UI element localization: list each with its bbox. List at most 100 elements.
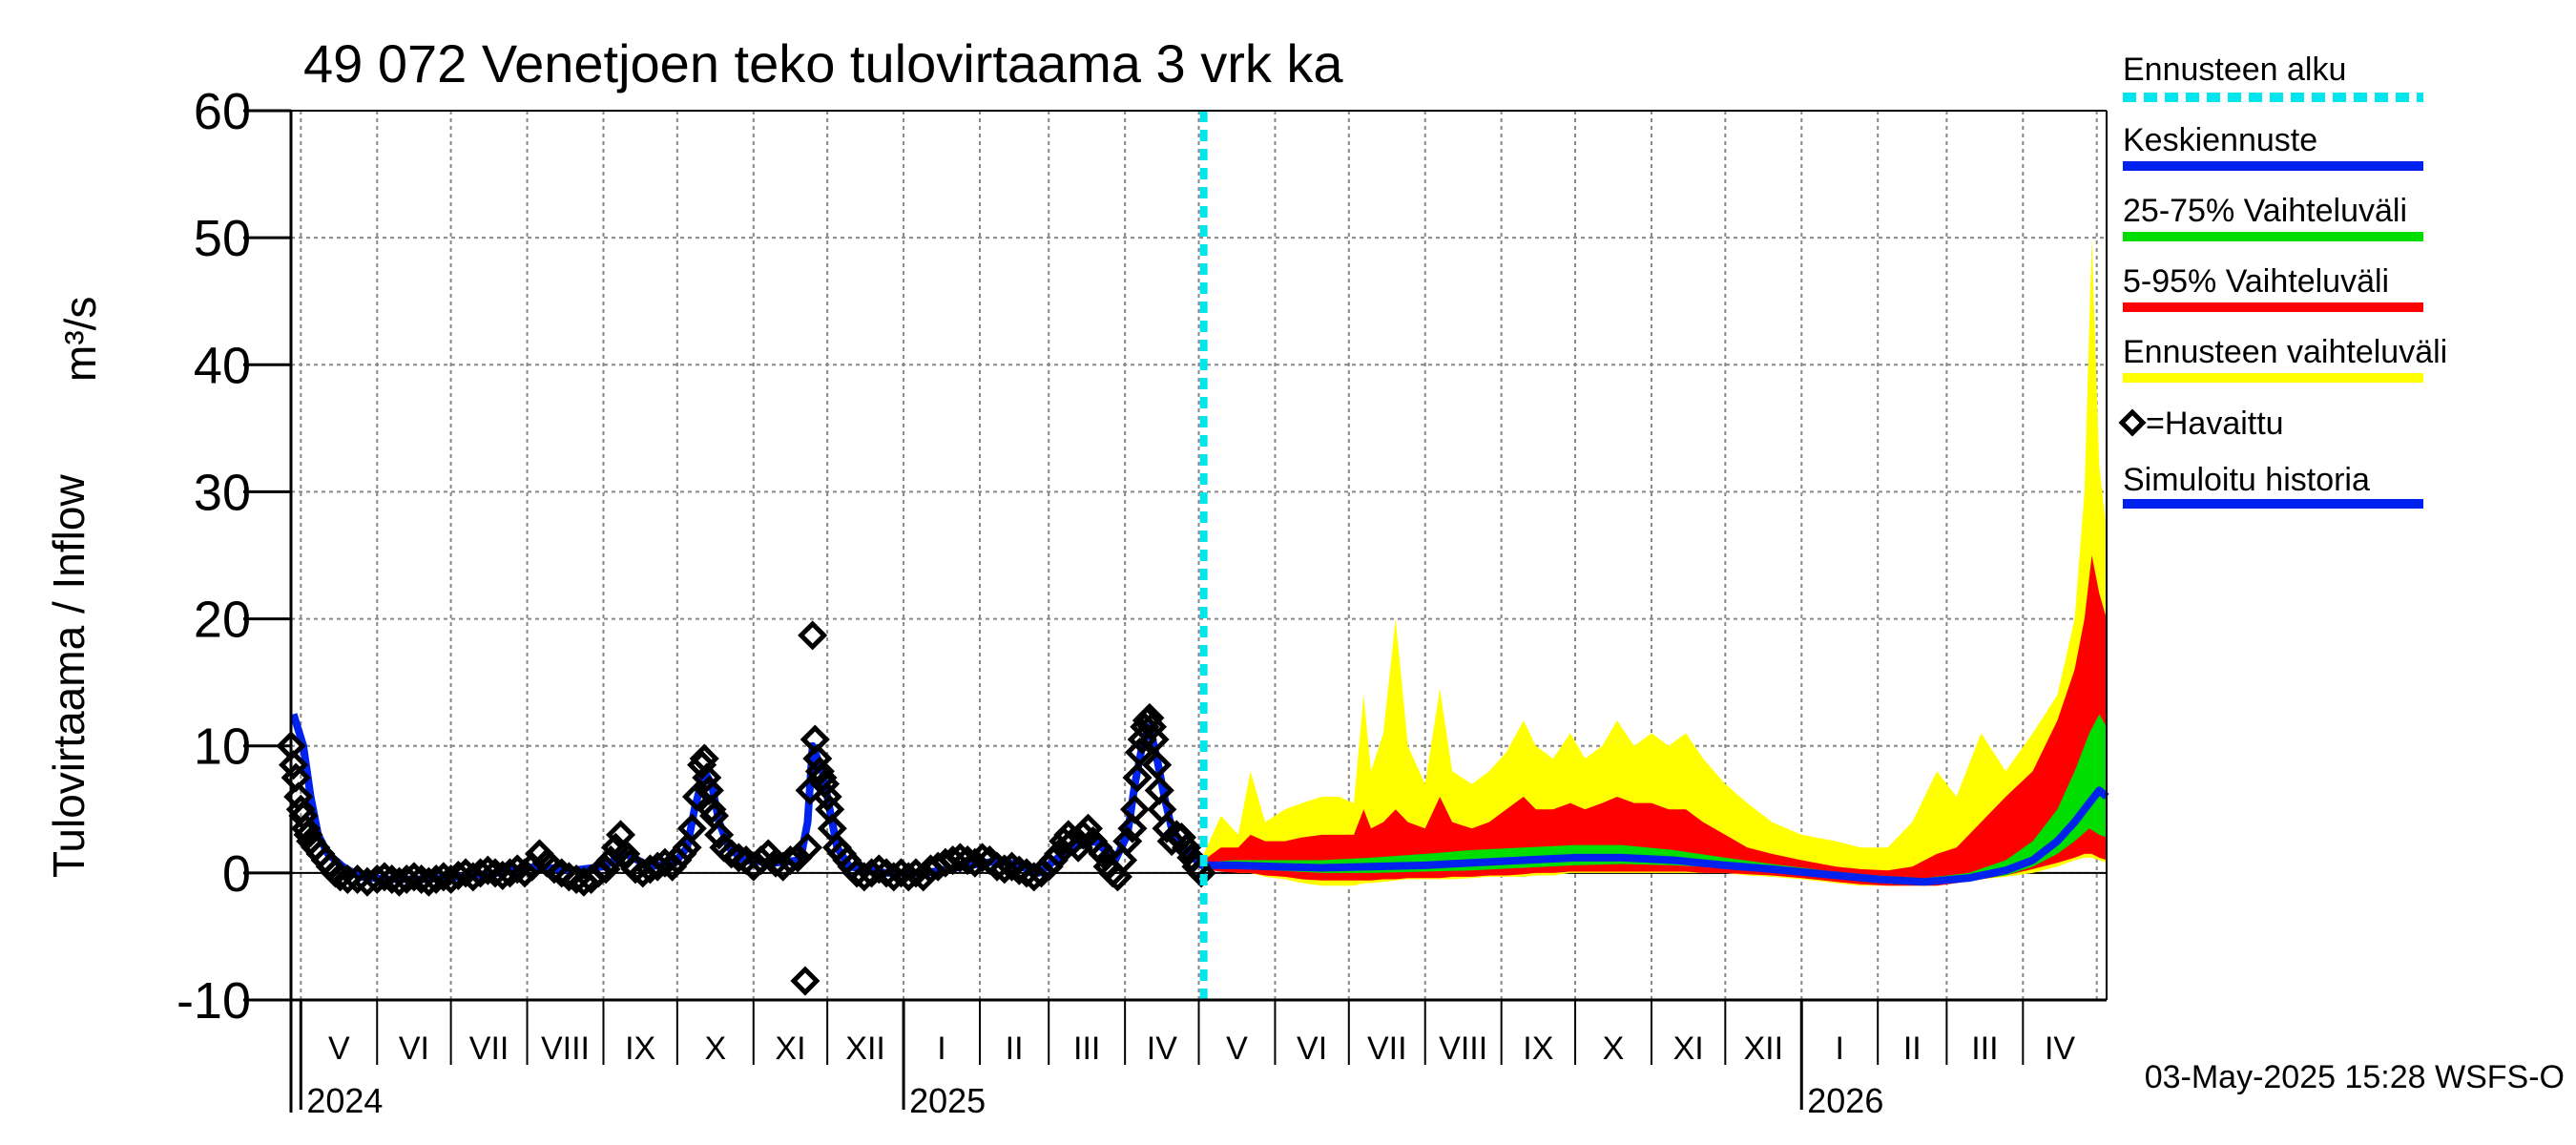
legend-label: 5-95% Vaihteluväli [2123, 263, 2389, 300]
observed-point [810, 769, 841, 800]
observed-point [325, 862, 356, 892]
legend-label: Simuloitu historia [2123, 462, 2370, 498]
observed-point [1156, 826, 1187, 857]
month-label: XII [845, 1030, 885, 1067]
y-axis-unit: m³/s [55, 297, 105, 382]
y-axis-label: Tulovirtaama / Inflow [44, 474, 93, 878]
observed-point [539, 854, 570, 885]
y-tick-label: 40 [194, 337, 251, 394]
observed-point [290, 813, 322, 843]
month-label: XI [775, 1030, 805, 1067]
observed-point [1122, 762, 1153, 793]
month-label: VI [1297, 1030, 1327, 1067]
observed-point [1102, 862, 1132, 892]
year-label: 2025 [909, 1081, 986, 1120]
observed-point [804, 756, 835, 786]
observed-point [775, 845, 805, 876]
y-tick-label: -10 [177, 972, 251, 1030]
observed-point [1134, 702, 1165, 733]
month-label: V [1226, 1030, 1248, 1067]
observed-point [681, 781, 713, 812]
month-label: V [328, 1030, 350, 1067]
month-label: I [937, 1030, 945, 1067]
observed-point [1139, 724, 1170, 755]
y-tick-label: 50 [194, 210, 251, 267]
month-label: II [1006, 1030, 1024, 1067]
month-label: VI [399, 1030, 429, 1067]
observed-point [863, 854, 894, 885]
observed-point [509, 858, 540, 888]
legend-label: =Havaittu [2146, 406, 2284, 442]
y-tick-label: 60 [194, 83, 251, 140]
y-tick-label: 30 [194, 464, 251, 521]
observed-point [1038, 845, 1069, 876]
observed-point [591, 854, 621, 885]
x-axis-ticks: V VI VII VIII IX X XI XII I II III IV V VI VII VIII IX X X… [299, 1000, 2075, 1120]
chart-title: 49 072 Venetjoen teko tulovirtaama 3 vrk… [303, 33, 1343, 94]
observed-point [1136, 712, 1168, 742]
year-label: 2026 [1807, 1081, 1883, 1120]
observed-point [790, 966, 821, 996]
observed-point [332, 864, 363, 895]
legend-item: Ennusteen alku [2123, 52, 2423, 102]
legend-item: 25-75% Vaihteluväli [2123, 193, 2423, 241]
observed-markers [276, 620, 1216, 996]
footer-timestamp: 03-May-2025 15:28 WSFS-O [2145, 1059, 2565, 1095]
y-tick-label: 10 [194, 718, 251, 776]
legend-item: Ennusteen vaihteluväli [2123, 334, 2447, 383]
year-label: 2024 [306, 1081, 383, 1120]
observed-point [717, 839, 747, 869]
line-keskiennuste [1203, 786, 2109, 886]
observed-point [1172, 832, 1202, 863]
legend-item: Simuloitu historia [2123, 462, 2423, 509]
observed-point [1004, 855, 1034, 885]
observed-point [547, 858, 577, 888]
legend-label: Ennusteen vaihteluväli [2123, 334, 2447, 370]
month-label: IV [1147, 1030, 1177, 1067]
observed-point [672, 832, 702, 863]
month-label: IX [625, 1030, 655, 1067]
observed-point [901, 858, 931, 888]
observed-point [723, 843, 754, 873]
month-label: III [1073, 1030, 1100, 1067]
observed-point [676, 813, 707, 843]
observed-point [792, 832, 823, 863]
observed-point [996, 851, 1028, 882]
observed-point [369, 862, 400, 892]
observed-point [967, 843, 998, 873]
month-label: X [1603, 1030, 1625, 1067]
month-label: X [704, 1030, 726, 1067]
month-label: VII [1367, 1030, 1407, 1067]
band-5-95 [1203, 555, 2107, 886]
legend-label: 25-75% Vaihteluväli [2123, 193, 2407, 229]
observed-point [1142, 750, 1173, 781]
month-label: VIII [541, 1030, 590, 1067]
legend-marker-diamond [2118, 408, 2147, 437]
observed-point [704, 820, 735, 850]
observed-point [692, 762, 722, 793]
observed-point [945, 843, 975, 873]
y-tick-label: 20 [194, 592, 251, 649]
observed-point [1166, 822, 1196, 853]
legend-item: =Havaittu [2118, 406, 2284, 442]
month-label: II [1903, 1030, 1922, 1067]
y-tick-label: 0 [222, 845, 251, 903]
month-label: IV [2045, 1030, 2075, 1067]
observed-point [279, 750, 309, 781]
legend-label: Ennusteen alku [2123, 52, 2346, 88]
month-label: III [1971, 1030, 1998, 1067]
month-label: XI [1673, 1030, 1704, 1067]
month-label: XII [1743, 1030, 1783, 1067]
legend: Ennusteen alku Keskiennuste 25-75% Vaihtel… [2118, 52, 2447, 509]
legend-item: 5-95% Vaihteluväli [2123, 263, 2423, 312]
observed-point [1088, 839, 1118, 869]
month-label: VII [469, 1030, 509, 1067]
month-label: VIII [1439, 1030, 1487, 1067]
observed-point [1072, 813, 1103, 843]
observed-point [1117, 813, 1148, 843]
legend-item: Keskiennuste [2123, 122, 2423, 171]
observed-point [399, 862, 429, 892]
observed-point [472, 855, 503, 885]
